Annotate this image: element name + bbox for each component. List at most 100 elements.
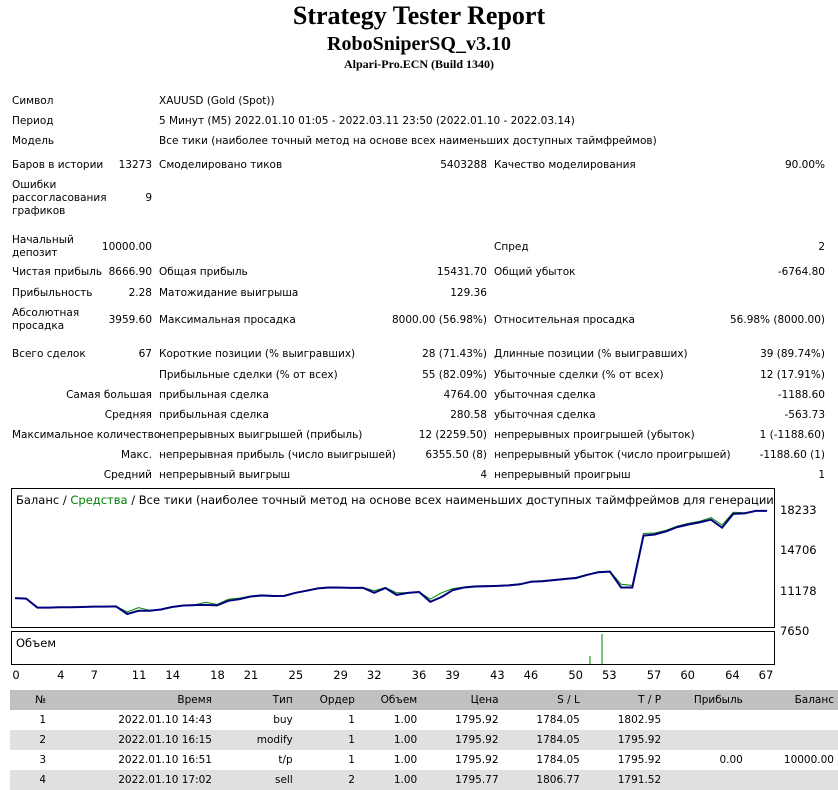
table-cell <box>665 730 747 750</box>
period-label: Период <box>12 115 54 127</box>
table-cell: 2022.01.10 16:51 <box>118 754 212 766</box>
avg-cons-losses-value: 1 <box>818 469 825 481</box>
profit-trades-label: Прибыльные сделки (% от всех) <box>159 369 338 381</box>
net-profit-value: 8666.90 <box>108 266 152 278</box>
table-cell: 2 <box>10 730 51 750</box>
profit-factor-value: 2.28 <box>128 287 152 299</box>
max-cons-profit-label: непрерывная прибыль (число выигрышей) <box>159 449 396 461</box>
y-tick: 18233 <box>780 503 817 517</box>
rel-drawdown-label: Относительная просадка <box>494 314 635 326</box>
table-cell <box>746 730 838 750</box>
col-header: T / P <box>583 690 666 710</box>
x-tick: 46 <box>523 668 539 682</box>
bars-label: Баров в истории <box>12 159 104 171</box>
x-tick: 21 <box>243 668 259 682</box>
gross-loss-label: Общий убыток <box>494 266 576 278</box>
table-cell: 1.00 <box>358 770 422 790</box>
avg-cons-losses-label: непрерывный проигрыш <box>494 469 631 481</box>
x-tick: 57 <box>646 668 662 682</box>
x-tick: 32 <box>366 668 382 682</box>
expert-name: RoboSniperSQ_v3.10 <box>327 33 511 55</box>
abs-drawdown-label: Абсолютная просадка <box>12 307 80 332</box>
gross-loss-value: -6764.80 <box>777 266 825 278</box>
table-row: 2 2022.01.10 16:15 modify 1 1.00 1795.92 1784.… <box>10 730 838 750</box>
gross-profit-value: 15431.70 <box>436 266 487 278</box>
table-header-row: № Время Тип Ордер Объем Цена S / L T / P… <box>10 690 838 710</box>
table-cell: 1795.92 <box>583 730 666 750</box>
avg-consecutive-label: Средний <box>103 469 152 481</box>
table-cell: 1 <box>348 754 355 766</box>
avg-profit-value: 280.58 <box>450 409 487 421</box>
loss-trades-value: 12 (17.91%) <box>760 369 825 381</box>
x-tick: 4 <box>57 668 65 682</box>
max-cons-wins-value: 12 (2259.50) <box>418 429 487 441</box>
deposit-label: Начальный депозит <box>12 234 74 259</box>
col-header: Цена <box>421 690 503 710</box>
x-tick: 36 <box>411 668 427 682</box>
gross-profit-label: Общая прибыль <box>159 266 248 278</box>
expected-payoff-value: 129.36 <box>450 287 487 299</box>
table-row: 3 2022.01.10 16:51 t/p 1 1.00 1795.92 1784.05 1… <box>10 750 838 770</box>
largest-loss-value: -1188.60 <box>777 389 825 401</box>
max-label: Макс. <box>121 449 152 461</box>
y-tick: 14706 <box>780 543 817 557</box>
legend-balance: Баланс <box>16 493 60 507</box>
volume-chart: Объем <box>11 631 775 665</box>
table-cell <box>665 770 747 790</box>
x-tick: 7 <box>90 668 98 682</box>
avg-loss-label: убыточная сделка <box>494 409 596 421</box>
server-name: Alpari-Pro.ECN (Build 1340) <box>343 57 495 71</box>
max-cons-loss-label: непрерывный убыток (число проигрышей) <box>494 449 731 461</box>
table-cell: 1784.05 <box>502 730 584 750</box>
max-drawdown-value: 8000.00 (56.98%) <box>392 314 487 326</box>
x-tick: 14 <box>165 668 181 682</box>
col-header: Ордер <box>296 690 359 710</box>
chart-legend: Баланс / Средства / Все тики (наиболее т… <box>16 493 774 507</box>
spread-label: Спред <box>494 241 529 253</box>
loss-trades-label: Убыточные сделки (% от всех) <box>494 369 664 381</box>
table-cell: 1795.92 <box>421 730 503 750</box>
x-tick: 0 <box>12 668 20 682</box>
table-cell: 1784.05 <box>536 714 580 726</box>
long-positions-label: Длинные позиции (% выигравших) <box>494 348 688 360</box>
legend-separator: / <box>59 493 71 507</box>
table-cell: 2022.01.10 14:43 <box>118 714 212 726</box>
table-cell: 10000.00 <box>783 754 834 766</box>
max-cons-wins-label: непрерывных выигрышей (прибыль) <box>159 429 363 441</box>
max-cons-losses-value: 1 (-1188.60) <box>759 429 825 441</box>
table-cell <box>665 710 747 730</box>
table-cell: 3 <box>39 754 47 766</box>
table-cell: buy <box>273 714 293 726</box>
table-cell: 2022.01.10 16:15 <box>50 730 216 750</box>
x-tick: 67 <box>758 668 774 682</box>
table-row: 4 2022.01.10 17:02 sell 2 1.00 1795.77 1806.77… <box>10 770 838 790</box>
y-tick: 7650 <box>780 624 810 638</box>
average-label: Средняя <box>104 409 152 421</box>
model-label: Модель <box>12 135 55 147</box>
period-value: 5 Минут (M5) 2022.01.10 01:05 - 2022.03.… <box>159 115 575 127</box>
short-positions-label: Короткие позиции (% выигравших) <box>159 348 356 360</box>
largest-profit-value: 4764.00 <box>443 389 487 401</box>
max-consecutive-label: Максимальное количество <box>12 429 161 441</box>
table-cell: sell <box>215 770 297 790</box>
report-title: Strategy Tester Report <box>292 1 546 30</box>
profit-factor-label: Прибыльность <box>12 287 93 299</box>
table-cell: 1795.92 <box>455 754 499 766</box>
table-cell: 1.00 <box>358 730 422 750</box>
table-cell: t/p <box>278 754 293 766</box>
table-cell: 0.00 <box>719 754 743 766</box>
symbol-value: XAUUSD (Gold (Spot)) <box>159 95 275 107</box>
table-cell: 1795.92 <box>617 754 662 766</box>
table-cell: 1.00 <box>393 714 418 726</box>
table-cell: 2022.01.10 17:02 <box>50 770 216 790</box>
deposit-value: 10000.00 <box>101 241 152 253</box>
x-tick: 39 <box>445 668 460 682</box>
net-profit-label: Чистая прибыль <box>12 266 103 278</box>
x-tick: 53 <box>601 668 617 682</box>
short-positions-value: 28 (71.43%) <box>422 348 487 360</box>
table-row: 1 2022.01.10 14:43 buy 1 1.00 1795.92 1784.05 1… <box>10 710 838 730</box>
volume-label: Объем <box>16 636 57 650</box>
col-header: Время <box>50 690 216 710</box>
total-trades-label: Всего сделок <box>12 348 86 360</box>
rel-drawdown-value: 56.98% (8000.00) <box>730 314 825 326</box>
